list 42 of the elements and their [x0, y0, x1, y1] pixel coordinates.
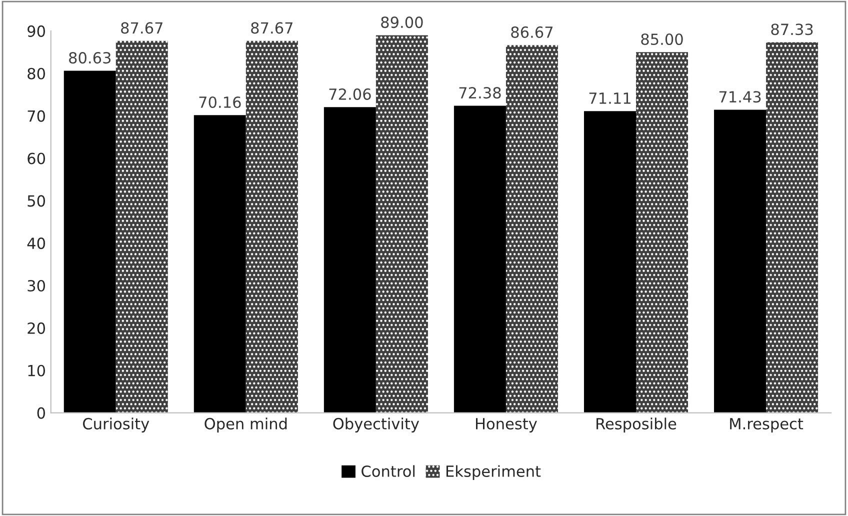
- y-tick-label: 60: [28, 152, 46, 164]
- x-tick-label: Open mind: [204, 418, 287, 432]
- legend-label: Control: [362, 465, 415, 478]
- y-tick-label: 40: [27, 238, 46, 250]
- data-label: 87.67: [121, 22, 162, 34]
- y-tick-label: 30: [28, 280, 46, 292]
- y-tick-label: 70: [28, 110, 46, 122]
- bar: [506, 45, 558, 413]
- data-label: 71.43: [719, 91, 761, 103]
- data-label: 87.33: [771, 24, 813, 36]
- data-label: 87.67: [251, 22, 292, 34]
- data-label: 71.11: [589, 92, 630, 104]
- x-tick-label: M.respect: [730, 418, 804, 432]
- data-label: 86.67: [511, 26, 553, 38]
- bar: [714, 110, 766, 413]
- data-label: 80.63: [69, 52, 111, 64]
- data-label: 89.00: [381, 16, 423, 28]
- data-label: 72.06: [329, 88, 371, 100]
- x-tick-label: Curiosity: [83, 418, 150, 432]
- y-tick-label: 50: [28, 195, 46, 207]
- bar: [116, 40, 168, 413]
- bar: [584, 111, 636, 413]
- bar: [324, 107, 376, 413]
- x-tick-label: Resposible: [596, 418, 676, 432]
- data-label: 72.38: [459, 87, 501, 99]
- bar: [376, 35, 428, 413]
- y-tick-label: 90: [28, 25, 46, 37]
- data-label: 85.00: [641, 33, 683, 46]
- bar: [766, 42, 818, 413]
- bar: [454, 106, 506, 413]
- y-tick-label: 20: [28, 322, 46, 334]
- legend-label: Eksperiment: [446, 465, 541, 480]
- x-tick-label: Honesty: [476, 418, 537, 432]
- bar: [194, 115, 246, 413]
- bar: [64, 70, 116, 413]
- x-tick-label: Obyectivity: [333, 418, 420, 432]
- y-tick-label: 10: [28, 364, 46, 376]
- y-tick-label: 0: [37, 407, 46, 419]
- y-tick-label: 80: [28, 68, 46, 80]
- bar: [636, 52, 688, 413]
- data-label: 70.16: [199, 96, 241, 108]
- bar: [246, 40, 298, 413]
